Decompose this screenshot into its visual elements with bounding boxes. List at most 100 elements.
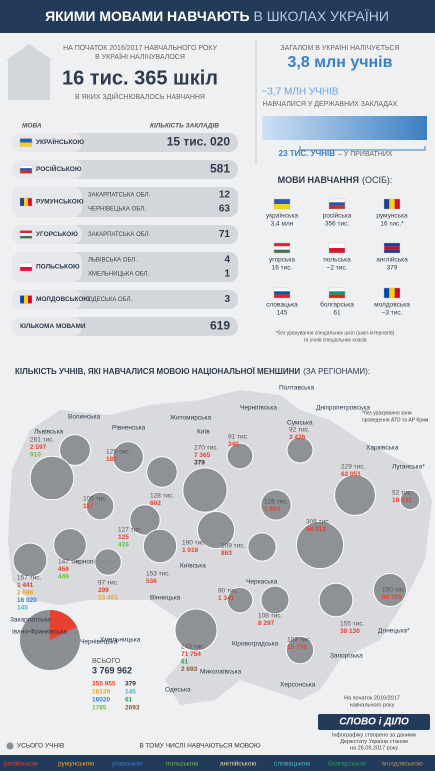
total-wedge [50, 610, 77, 640]
legend-item: молдовською [382, 761, 423, 768]
language-count: 3,4 млн [271, 221, 294, 228]
legend-band [0, 755, 435, 771]
region-count: 71 754 [181, 651, 201, 658]
flag-stripe [24, 295, 28, 304]
flag-border [273, 242, 291, 254]
language-cell [12, 160, 82, 179]
flag-stripe [394, 199, 400, 209]
flag-stripe [28, 198, 32, 206]
flag-stripe [20, 170, 32, 174]
region-total: 109 тис. [221, 543, 246, 550]
region-name: Одеська [165, 687, 191, 694]
language: УКРАЇНСЬКОЮ [36, 138, 84, 146]
flag-stripe [274, 294, 290, 298]
legend-item: угорською [112, 761, 143, 768]
language: РОСІЙСЬКОЮ [36, 164, 82, 173]
region-count: 1 341 [218, 595, 235, 602]
flag-stripe [20, 267, 32, 271]
region-total: 128 тис. [150, 493, 175, 500]
region-bubble [295, 520, 345, 570]
region-count: 13 453 [98, 595, 118, 602]
text: НАВЧАЛИСЯ У ДЕРЖАВНИХ ЗАКЛАДАХ [263, 101, 398, 108]
region-count: 117 [83, 503, 94, 510]
region-name: Херсонська [280, 682, 316, 689]
text: навчального року [350, 702, 395, 708]
region-count: 58 912 [306, 526, 326, 533]
region-total: 91 тис. [228, 434, 249, 441]
region-bubble [174, 608, 218, 652]
flag-stripe [20, 168, 32, 171]
region-count: 8 297 [258, 620, 275, 627]
region-bubble [112, 441, 144, 473]
language: РУМУНСЬКОЮ [36, 199, 84, 206]
flag-stripe [20, 198, 24, 206]
region-count: 863 [221, 550, 232, 557]
region-total: 92 тис. [289, 427, 310, 434]
building-icon [6, 44, 52, 100]
flag-stripe [274, 249, 290, 253]
language-cell [12, 252, 82, 282]
total-count: 145 [125, 689, 136, 696]
flag-stripe [394, 288, 400, 298]
region: ОДЕСЬКА ОБЛ. [88, 297, 133, 303]
region-count: 62 051 [341, 471, 361, 478]
text: НА ПОЧАТОК 2016/2017 НАВЧАЛЬНОГО РОКУ [63, 45, 217, 52]
language-count: ~3 тис. [382, 310, 403, 317]
region-total: 103 тис. [287, 637, 312, 644]
region-total: 270 тис. [194, 445, 219, 452]
text: КІЛЬКІСТЬ ЗАКЛАДІВ [150, 123, 219, 130]
region-total: 97 тис. [98, 580, 119, 587]
text: та учнів спеціальних класів [303, 337, 367, 343]
language-count: 145 [277, 310, 288, 317]
region-count: 1 604 [264, 506, 281, 513]
region-total: 261 тис. [30, 437, 55, 444]
region: ЗАКАРПАТСЬКА ОБЛ. [88, 193, 151, 199]
region: ХМЕЛЬНИЦЬКА ОБЛ. [88, 272, 150, 278]
languages-title-light: (ОСІБ): [362, 175, 392, 185]
flag-stripe [274, 243, 290, 247]
text: *без урахування зони [362, 410, 412, 416]
region-count: 299 [98, 587, 109, 594]
school-count: 15 тис. 020 [167, 135, 231, 149]
region-bubble [285, 635, 315, 665]
language-count: 61 [333, 310, 341, 317]
flag-stripe [384, 246, 400, 250]
language-count: 379 [387, 265, 398, 272]
region-name: Кіровоградська [232, 640, 278, 648]
flag-stripe [28, 295, 32, 304]
text: 3,8 млн учнів [288, 54, 393, 71]
region-name: Миколаївська [200, 669, 242, 676]
region-total: 147 тис. [58, 559, 83, 566]
region-name: Хмельницька [100, 637, 141, 644]
flag-stripe [329, 294, 345, 298]
region-bubble [196, 510, 236, 550]
region-name: Дніпропетровська [316, 404, 370, 412]
region-count: 7 365 [194, 452, 211, 459]
region-count: 449 [58, 574, 69, 581]
region-bubble [399, 489, 421, 511]
region-total: 243 тис. [181, 644, 206, 651]
language: КІЛЬКОМА МОВАМИ [20, 323, 86, 330]
region-bubble [372, 572, 408, 608]
flag-stripe [24, 198, 28, 206]
region-total: 155 тис. [340, 621, 365, 628]
region-bubble [94, 548, 122, 576]
school-count: 581 [210, 162, 230, 176]
flag-stripe [274, 291, 290, 295]
region-bubble [85, 491, 115, 521]
region-count: 340 [228, 441, 239, 448]
language-name: молдовська [374, 302, 410, 309]
title-light: В ШКОЛАХ УКРАЇНИ [254, 8, 389, 24]
region-name: Чернігівська [240, 404, 277, 412]
region-bubble [59, 434, 91, 466]
language-name: болгарська [320, 301, 354, 309]
region-count: 910 [30, 452, 41, 459]
region-total: 150 тис. [382, 587, 407, 594]
legend-item: польською [166, 761, 198, 768]
total-count: 379 [125, 681, 136, 688]
region-total: 229 тис. [341, 464, 366, 471]
region-name: Чернівецька [80, 638, 118, 646]
region-count: 2 693 [181, 666, 198, 673]
region-name: Сумська [287, 420, 313, 427]
flag-stripe [20, 263, 32, 267]
